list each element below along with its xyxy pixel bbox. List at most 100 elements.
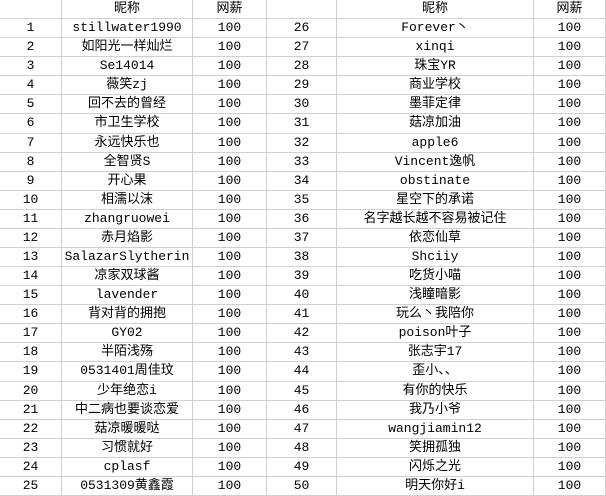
- salary-cell[interactable]: 100: [534, 171, 606, 191]
- row-number-cell[interactable]: 6: [0, 114, 62, 134]
- row-number-cell[interactable]: 46: [267, 400, 337, 420]
- row-number-cell[interactable]: 39: [267, 267, 337, 287]
- salary-cell[interactable]: 100: [193, 114, 267, 134]
- nickname-cell[interactable]: 有你的快乐: [337, 381, 534, 401]
- nickname-cell[interactable]: 星空下的承诺: [337, 190, 534, 210]
- row-number-cell[interactable]: 29: [267, 76, 337, 96]
- salary-cell[interactable]: 100: [534, 476, 606, 496]
- salary-cell[interactable]: 100: [534, 305, 606, 325]
- salary-header-left[interactable]: 网薪: [193, 0, 267, 20]
- nickname-cell[interactable]: 商业学校: [337, 76, 534, 96]
- row-number-cell[interactable]: 1: [0, 19, 62, 39]
- nickname-cell[interactable]: 笑拥孤独: [337, 438, 534, 458]
- salary-cell[interactable]: 100: [534, 438, 606, 458]
- row-number-cell[interactable]: 32: [267, 133, 337, 153]
- nickname-cell[interactable]: 少年绝恋i: [62, 381, 193, 401]
- nickname-cell[interactable]: 凉家双球酱: [62, 267, 193, 287]
- row-number-cell[interactable]: 22: [0, 419, 62, 439]
- nickname-cell[interactable]: 回不去的曾经: [62, 95, 193, 115]
- row-number-cell[interactable]: 30: [267, 95, 337, 115]
- row-number-cell[interactable]: 21: [0, 400, 62, 420]
- row-number-cell[interactable]: 44: [267, 362, 337, 382]
- nickname-cell[interactable]: lavender: [62, 286, 193, 306]
- nickname-cell[interactable]: 永远快乐也: [62, 133, 193, 153]
- nickname-cell[interactable]: 薇笑zj: [62, 76, 193, 96]
- salary-header-right[interactable]: 网薪: [534, 0, 606, 20]
- nickname-cell[interactable]: stillwater1990: [62, 19, 193, 39]
- row-number-cell[interactable]: 15: [0, 286, 62, 306]
- row-number-cell[interactable]: 16: [0, 305, 62, 325]
- row-number-cell[interactable]: 4: [0, 76, 62, 96]
- nickname-cell[interactable]: 名字越长越不容易被记住: [337, 209, 534, 229]
- nickname-cell[interactable]: 我乃小爷: [337, 400, 534, 420]
- nickname-cell[interactable]: 歪小、、: [337, 362, 534, 382]
- salary-cell[interactable]: 100: [534, 133, 606, 153]
- nickname-cell[interactable]: 0531401周佳玟: [62, 362, 193, 382]
- row-number-cell[interactable]: 2: [0, 38, 62, 58]
- salary-cell[interactable]: 100: [534, 324, 606, 344]
- salary-cell[interactable]: 100: [193, 324, 267, 344]
- salary-cell[interactable]: 100: [193, 38, 267, 58]
- salary-cell[interactable]: 100: [193, 57, 267, 77]
- row-number-cell[interactable]: 13: [0, 248, 62, 268]
- row-number-cell[interactable]: 50: [267, 476, 337, 496]
- nickname-cell[interactable]: zhangruowei: [62, 209, 193, 229]
- salary-cell[interactable]: 100: [534, 57, 606, 77]
- nickname-cell[interactable]: xinqi: [337, 38, 534, 58]
- salary-cell[interactable]: 100: [193, 76, 267, 96]
- nickname-cell[interactable]: 闪烁之光: [337, 457, 534, 477]
- salary-cell[interactable]: 100: [534, 228, 606, 248]
- nickname-cell[interactable]: GY02: [62, 324, 193, 344]
- nickname-cell[interactable]: Forever丶: [337, 19, 534, 39]
- row-number-cell[interactable]: 35: [267, 190, 337, 210]
- nickname-cell[interactable]: 菇凉暖暖哒: [62, 419, 193, 439]
- row-number-cell[interactable]: 24: [0, 457, 62, 477]
- row-number-cell[interactable]: 26: [267, 19, 337, 39]
- salary-cell[interactable]: 100: [534, 114, 606, 134]
- salary-cell[interactable]: 100: [534, 286, 606, 306]
- nickname-cell[interactable]: 全智贤S: [62, 152, 193, 172]
- salary-cell[interactable]: 100: [534, 95, 606, 115]
- nickname-cell[interactable]: 如阳光一样灿烂: [62, 38, 193, 58]
- nickname-cell[interactable]: Vincent逸帆: [337, 152, 534, 172]
- salary-cell[interactable]: 100: [193, 476, 267, 496]
- row-number-cell[interactable]: 14: [0, 267, 62, 287]
- row-number-cell[interactable]: 8: [0, 152, 62, 172]
- nickname-cell[interactable]: 开心果: [62, 171, 193, 191]
- row-number-cell[interactable]: 31: [267, 114, 337, 134]
- nickname-cell[interactable]: 菇凉加油: [337, 114, 534, 134]
- row-number-cell[interactable]: 18: [0, 343, 62, 363]
- salary-cell[interactable]: 100: [193, 438, 267, 458]
- row-number-cell[interactable]: 10: [0, 190, 62, 210]
- row-number-cell[interactable]: 25: [0, 476, 62, 496]
- nickname-header-left[interactable]: 昵称: [62, 0, 193, 20]
- row-number-cell[interactable]: 7: [0, 133, 62, 153]
- nickname-cell[interactable]: 玩么丶我陪你: [337, 305, 534, 325]
- nickname-cell[interactable]: 背对背的拥抱: [62, 305, 193, 325]
- salary-cell[interactable]: 100: [534, 343, 606, 363]
- nickname-cell[interactable]: 半陌浅殇: [62, 343, 193, 363]
- nickname-cell[interactable]: 张志宇17: [337, 343, 534, 363]
- row-number-cell[interactable]: 36: [267, 209, 337, 229]
- salary-cell[interactable]: 100: [193, 419, 267, 439]
- row-number-cell[interactable]: 40: [267, 286, 337, 306]
- row-number-cell[interactable]: 45: [267, 381, 337, 401]
- salary-cell[interactable]: 100: [534, 457, 606, 477]
- row-number-cell[interactable]: 28: [267, 57, 337, 77]
- salary-cell[interactable]: 100: [193, 286, 267, 306]
- salary-cell[interactable]: 100: [534, 419, 606, 439]
- nickname-cell[interactable]: 明天你好i: [337, 476, 534, 496]
- salary-cell[interactable]: 100: [534, 152, 606, 172]
- nickname-cell[interactable]: cplasf: [62, 457, 193, 477]
- row-number-cell[interactable]: 9: [0, 171, 62, 191]
- nickname-cell[interactable]: wangjiamin12: [337, 419, 534, 439]
- nickname-cell[interactable]: 习惯就好: [62, 438, 193, 458]
- salary-cell[interactable]: 100: [193, 228, 267, 248]
- salary-cell[interactable]: 100: [534, 209, 606, 229]
- row-number-cell[interactable]: 11: [0, 209, 62, 229]
- salary-cell[interactable]: 100: [193, 362, 267, 382]
- row-number-cell[interactable]: 17: [0, 324, 62, 344]
- nickname-header-right[interactable]: 昵称: [337, 0, 534, 20]
- nickname-cell[interactable]: 市卫生学校: [62, 114, 193, 134]
- nickname-cell[interactable]: 中二病也要谈恋爱: [62, 400, 193, 420]
